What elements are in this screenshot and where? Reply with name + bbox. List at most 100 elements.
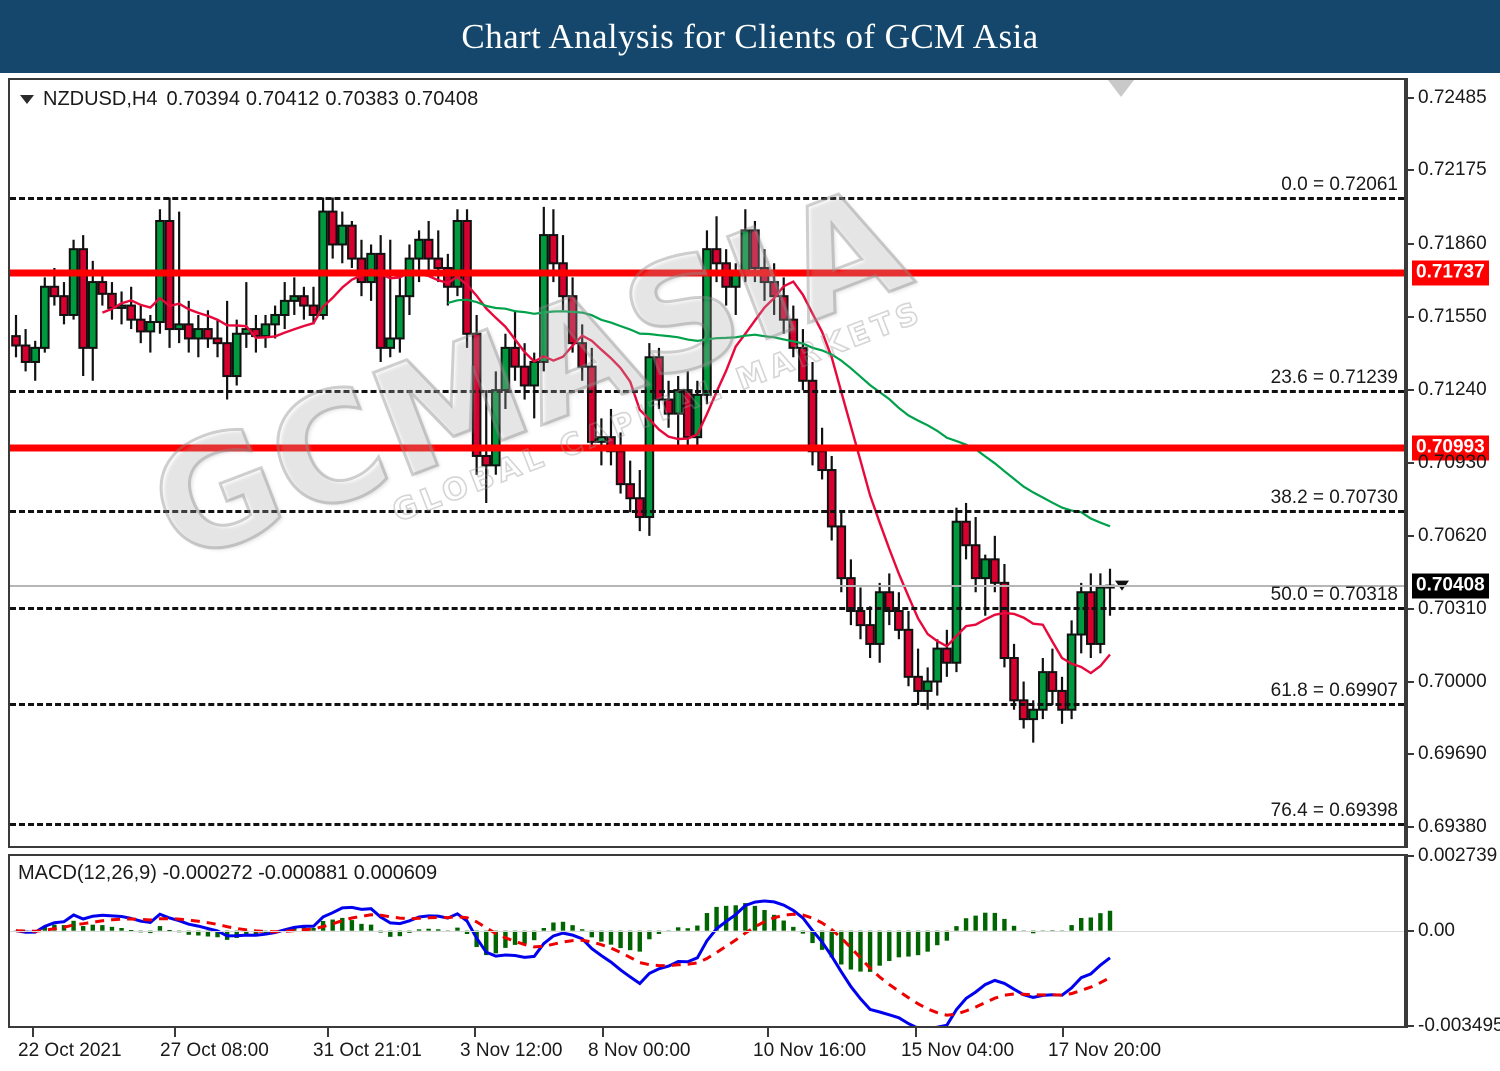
macd-histogram-bar: [656, 930, 662, 934]
macd-plot-area[interactable]: [10, 856, 1404, 1026]
macd-histogram-bar: [436, 929, 441, 931]
macd-histogram-bar: [244, 930, 249, 937]
macd-axis[interactable]: 0.002739 0.00 -0.003495: [1406, 845, 1500, 1036]
macd-signal-line: [15, 912, 1111, 1017]
price-axis-tick: [1406, 243, 1414, 246]
time-axis[interactable]: 22 Oct 2021 27 Oct 08:00 31 Oct 21:01 3 Nov…: [8, 1028, 1406, 1071]
macd-histogram-bar: [1011, 925, 1017, 931]
time-axis-tick: [1062, 1028, 1064, 1037]
macd-histogram-bar: [100, 925, 105, 931]
candlestick: [922, 667, 933, 710]
candlestick: [39, 277, 50, 353]
macd-histogram-bar: [388, 930, 393, 937]
macd-histogram-bar: [810, 930, 815, 944]
candlestick: [11, 314, 21, 358]
candlestick: [1038, 658, 1048, 720]
macd-indicator-panel[interactable]: MACD(12,26,9) -0.000272 -0.000881 0.0006…: [8, 854, 1406, 1028]
macd-histogram-bar: [340, 917, 345, 931]
macd-histogram-bar: [771, 914, 777, 931]
macd-axis-tick: [1406, 929, 1414, 932]
candlestick: [318, 197, 328, 320]
price-axis-tick: [1406, 169, 1414, 172]
candlestick: [241, 282, 252, 348]
fibonacci-level-line: [10, 509, 1404, 513]
candlestick: [78, 235, 88, 377]
macd-axis-line: [1406, 854, 1408, 1028]
candlestick: [615, 432, 626, 494]
fibonacci-level-label: 23.6 = 0.71239: [1270, 367, 1398, 389]
triangle-down-icon[interactable]: [20, 95, 34, 104]
macd-histogram-bar: [877, 930, 882, 966]
price-axis-label: 0.72175: [1418, 159, 1487, 181]
time-axis-tick: [767, 1028, 769, 1037]
candlestick: [68, 239, 79, 320]
candlestick: [337, 211, 348, 264]
candlestick: [452, 209, 463, 297]
price-axis-tick: [1406, 96, 1414, 99]
candlestick: [826, 455, 837, 541]
price-axis-tick: [1406, 680, 1414, 683]
candlestick: [20, 329, 31, 372]
macd-histogram-bar: [196, 930, 201, 936]
macd-histogram-bar: [695, 925, 700, 931]
fibonacci-level-line: [10, 703, 1404, 707]
macd-histogram-bar: [464, 930, 470, 935]
candlestick: [107, 282, 117, 320]
macd-histogram-bar: [704, 913, 710, 931]
candlestick: [682, 371, 693, 447]
macd-histogram-bar: [637, 930, 642, 952]
candlestick: [539, 206, 549, 372]
macd-histogram-bar: [359, 923, 364, 931]
macd-histogram-bar: [983, 912, 988, 931]
price-plot-area[interactable]: GCMASIA GLOBAL CAPITAL MARKETS 0.0 = 0.7…: [10, 80, 1404, 846]
time-axis-tick: [32, 1028, 34, 1037]
macd-histogram-bar: [71, 920, 76, 931]
macd-histogram-bar: [733, 905, 738, 931]
macd-histogram-bar: [1002, 918, 1007, 931]
collapse-triangle-icon[interactable]: [1108, 80, 1134, 97]
macd-histogram-bar: [675, 927, 681, 931]
candlestick: [222, 300, 232, 400]
macd-histogram-bar: [992, 912, 998, 931]
candlestick: [126, 286, 136, 330]
macd-histogram-bar: [119, 928, 124, 931]
candlestick: [1009, 643, 1019, 710]
macd-info-row: MACD(12,26,9) -0.000272 -0.000881 0.0006…: [18, 862, 437, 885]
candlestick: [1066, 620, 1077, 720]
macd-histogram-bar: [723, 905, 729, 931]
fibonacci-level-label: 61.8 = 0.69907: [1270, 680, 1398, 702]
price-axis-label: 0.70930: [1418, 452, 1487, 473]
price-axis[interactable]: 0.72485 0.72175 0.71860 0.71737 0.71550 0.712…: [1406, 78, 1500, 848]
macd-histogram-bar: [589, 930, 594, 938]
fibonacci-level-line: [10, 822, 1404, 826]
macd-histogram-bar: [647, 930, 652, 940]
candlestick: [500, 333, 511, 409]
price-chart-panel[interactable]: GCMASIA GLOBAL CAPITAL MARKETS 0.0 = 0.7…: [8, 78, 1406, 848]
candlestick: [1028, 700, 1039, 743]
macd-histogram-bar: [579, 929, 585, 931]
candlestick: [1086, 573, 1096, 659]
symbol-label: NZDUSD,H4: [43, 88, 158, 110]
macd-histogram-bar: [484, 930, 489, 956]
candlestick: [135, 305, 146, 344]
candlestick: [145, 314, 156, 353]
candlestick: [270, 305, 280, 339]
macd-histogram-bar: [762, 910, 767, 931]
candlestick: [788, 305, 799, 358]
macd-histogram-bar: [397, 930, 403, 937]
current-price-tag[interactable]: 0.70408: [1412, 573, 1489, 599]
price-level-tag[interactable]: 0.70993: [1412, 435, 1489, 461]
macd-histogram-bar: [896, 930, 902, 958]
price-axis-tick: [1406, 316, 1414, 319]
macd-histogram-bar: [618, 930, 623, 949]
macd-histogram-bar: [1088, 917, 1094, 931]
candlestick: [59, 282, 69, 325]
price-level-tag[interactable]: 0.71737: [1412, 260, 1489, 286]
macd-line: [15, 899, 1111, 1026]
symbol-info-row[interactable]: NZDUSD,H4 0.70394 0.70412 0.70383 0.7040…: [20, 88, 479, 111]
candlestick: [855, 587, 866, 640]
macd-histogram-bar: [215, 930, 220, 938]
price-axis-tick: [1406, 534, 1414, 537]
price-axis-label: 0.70620: [1418, 524, 1487, 546]
